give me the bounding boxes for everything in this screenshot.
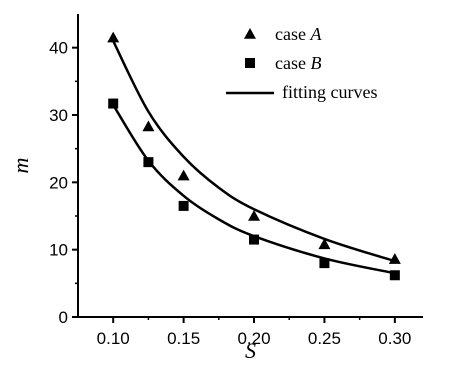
y-tick-label: 10 [49, 241, 68, 260]
data-points [107, 31, 401, 281]
data-point-triangle [248, 210, 261, 221]
y-tick-label: 20 [49, 173, 68, 192]
x-tick-label: 0.10 [97, 329, 130, 348]
legend-square-swatch [245, 58, 255, 68]
x-tick-label: 0.25 [308, 329, 341, 348]
y-ticks: 0 10 20 30 40 [49, 39, 78, 327]
legend-triangle-swatch [244, 28, 256, 39]
data-point-triangle [107, 31, 120, 43]
data-point-square [389, 270, 400, 281]
x-tick-label: 0.15 [167, 329, 200, 348]
legend-label: case B [275, 53, 321, 73]
legend-label: case A [275, 24, 322, 44]
legend: case A case B fitting curves [226, 24, 377, 102]
data-point-triangle [142, 120, 155, 132]
x-tick-label: 0.30 [378, 329, 411, 348]
y-tick-label: 0 [59, 308, 68, 327]
x-ticks: 0.10 0.15 0.20 0.25 0.30 [97, 317, 411, 348]
x-tick-label: 0.20 [237, 329, 270, 348]
y-tick-label: 40 [49, 39, 68, 58]
data-point-square [178, 200, 189, 211]
data-point-triangle [177, 169, 190, 181]
data-point-square [319, 258, 330, 269]
data-point-square [143, 157, 154, 168]
data-point-triangle [318, 238, 331, 250]
legend-label: fitting curves [282, 82, 377, 102]
data-point-square [249, 234, 260, 245]
y-axis-label: m [8, 158, 33, 174]
y-tick-label: 30 [49, 106, 68, 125]
plot-area: 0.10 0.15 0.20 0.25 0.30 0 10 20 30 40 [49, 14, 423, 348]
x-axis-label: S [245, 338, 256, 363]
data-point-square [108, 98, 119, 109]
data-point-triangle [388, 253, 401, 264]
fitting-curve [112, 40, 396, 263]
